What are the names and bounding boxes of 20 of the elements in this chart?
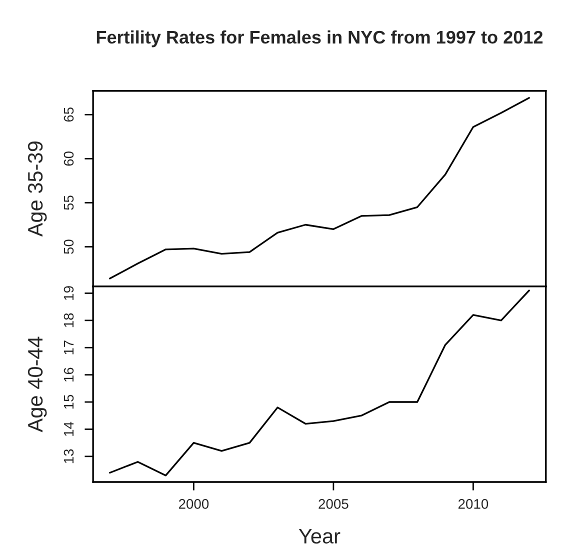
y-tick-label: 13 bbox=[64, 449, 74, 464]
y-axis-title: Age 40-44 bbox=[28, 336, 47, 432]
x-tick-label: 2000 bbox=[178, 499, 209, 509]
x-tick-label: 2010 bbox=[458, 499, 488, 509]
y-tick-label: 60 bbox=[64, 152, 74, 166]
y-tick-label: 50 bbox=[64, 240, 74, 254]
x-axis-title: Year bbox=[298, 529, 340, 544]
y-tick-label: 14 bbox=[64, 422, 74, 436]
x-tick-label: 2005 bbox=[318, 499, 348, 509]
chart-title: Fertility Rates for Females in NYC from 1997 to 2012 bbox=[96, 30, 543, 48]
line-series bbox=[109, 97, 530, 280]
y-tick-label: 65 bbox=[64, 108, 74, 122]
y-tick-label: 15 bbox=[64, 394, 74, 409]
y-tick-label: 17 bbox=[64, 340, 74, 354]
y-tick-label: 19 bbox=[64, 286, 74, 300]
y-tick-label: 16 bbox=[64, 368, 74, 382]
y-tick-label: 18 bbox=[64, 313, 74, 328]
line-series bbox=[109, 290, 530, 476]
y-axis-title: Age 35-39 bbox=[28, 142, 47, 237]
y-tick-label: 55 bbox=[64, 196, 74, 210]
